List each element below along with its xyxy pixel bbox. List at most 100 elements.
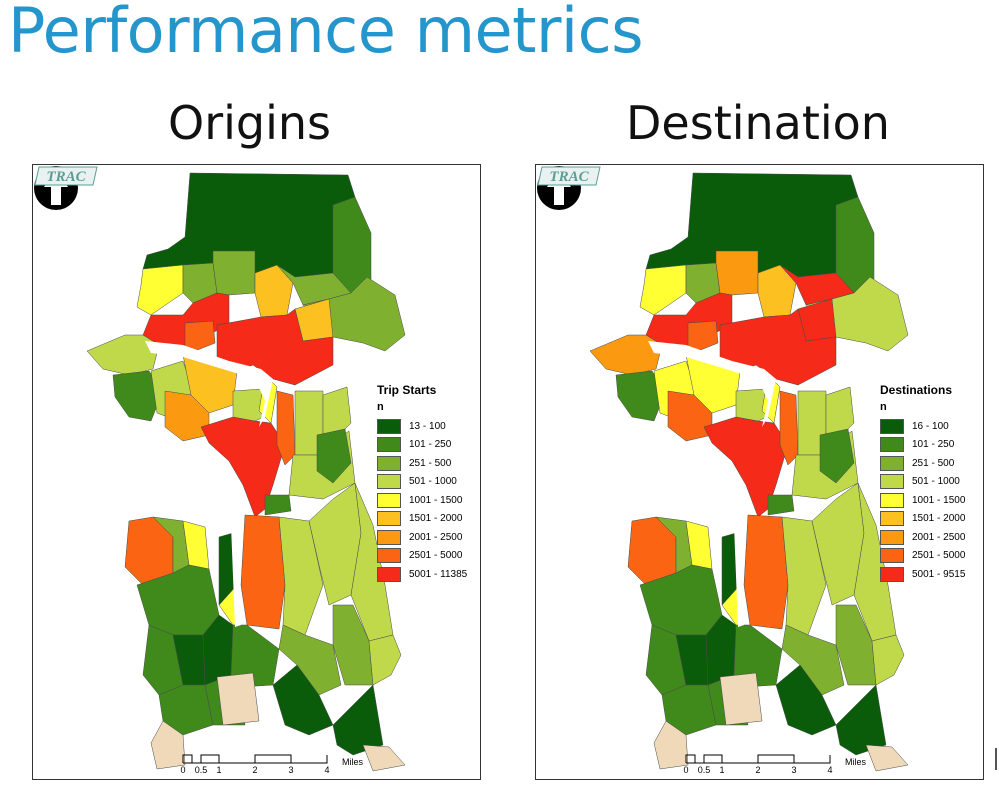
legend-swatch: [377, 418, 401, 434]
legend-swatch: [880, 566, 904, 582]
legend-item: 2001 - 2500: [377, 528, 467, 547]
legend-item: 16 - 100: [880, 417, 965, 436]
land-area: [865, 744, 909, 772]
legend-item: 2501 - 5000: [880, 547, 965, 566]
land-area: [150, 720, 186, 770]
legend-swatch: [880, 548, 904, 564]
waterway: [231, 521, 241, 627]
traffic-zone: [715, 250, 759, 296]
legend-item: 2501 - 5000: [377, 547, 467, 566]
traffic-zone: [639, 264, 687, 316]
scale-unit: Miles: [845, 757, 867, 767]
legend-title: Destinations: [880, 383, 953, 397]
legend-item: 1501 - 2000: [377, 510, 467, 529]
legend-item: 13 - 100: [377, 417, 467, 436]
legend-swatch: [880, 437, 904, 453]
destination-legend: Destinations n 16 - 100 101 - 250 251 - …: [880, 383, 965, 584]
legend-swatch: [880, 455, 904, 471]
traffic-zone: [589, 334, 663, 376]
legend-label: 1001 - 1500: [409, 494, 463, 506]
legend-label: 16 - 100: [912, 420, 949, 432]
origins-map: TRAC Trip Starts n 13 - 100 101 - 250 25…: [32, 164, 481, 780]
origins-panel-title: Origins: [168, 96, 331, 150]
traffic-zone: [316, 428, 352, 484]
scale-tick: 2: [252, 765, 258, 775]
legend-label: 501 - 1000: [409, 476, 457, 488]
legend-subtitle: n: [377, 401, 384, 413]
legend-item: 501 - 1000: [880, 473, 965, 492]
legend-swatch: [377, 492, 401, 508]
scale-tick: 0: [180, 765, 186, 775]
traffic-zone: [332, 684, 384, 756]
legend-swatch: [377, 437, 401, 453]
svg-text:TRAC: TRAC: [46, 169, 86, 185]
waterway: [145, 341, 273, 427]
legend-label: 2501 - 5000: [409, 550, 463, 562]
land-area: [216, 672, 260, 726]
legend-swatch: [377, 566, 401, 582]
legend-rows: 16 - 100 101 - 250 251 - 500 501 - 1000 …: [880, 417, 965, 584]
traffic-zone: [767, 494, 795, 516]
legend-item: 5001 - 9515: [880, 565, 965, 584]
legend-label: 2001 - 2500: [912, 531, 966, 543]
scale-bar: 0 0.5 1 2 3 4 Miles: [178, 751, 388, 777]
traffic-zone: [112, 370, 164, 422]
legend-label: 251 - 500: [409, 457, 452, 469]
traffic-zone: [743, 514, 789, 630]
legend-swatch: [880, 511, 904, 527]
destination-map: TRAC Destinations n 16 - 100 101 - 250 2…: [535, 164, 984, 780]
traffic-zone: [184, 320, 216, 356]
legend-label: 101 - 250: [912, 439, 955, 451]
legend-item: 251 - 500: [880, 454, 965, 473]
origins-map-canvas: [86, 172, 406, 772]
legend-label: 13 - 100: [409, 420, 446, 432]
destination-panel-title: Destination: [626, 96, 890, 150]
trac-logo: TRAC: [34, 166, 98, 186]
waterway: [734, 521, 744, 627]
legend-label: 2501 - 5000: [912, 550, 966, 562]
legend-swatch: [880, 474, 904, 490]
legend-swatch: [377, 455, 401, 471]
legend-title: Trip Starts: [377, 383, 437, 397]
scale-bar-graphic: [182, 754, 328, 764]
legend-item: 101 - 250: [880, 436, 965, 455]
land-area: [362, 744, 406, 772]
traffic-zone: [86, 334, 160, 376]
traffic-zone: [240, 514, 286, 630]
traffic-zone: [819, 428, 855, 484]
legend-swatch: [377, 511, 401, 527]
legend-item: 2001 - 2500: [880, 528, 965, 547]
legend-label: 251 - 500: [912, 457, 955, 469]
legend-label: 1501 - 2000: [912, 513, 966, 525]
scale-tick: 1: [719, 765, 725, 775]
svg-text:TRAC: TRAC: [549, 169, 589, 185]
scale-tick: 0: [683, 765, 689, 775]
legend-item: 1001 - 1500: [377, 491, 467, 510]
traffic-zone: [779, 390, 799, 466]
traffic-zone: [278, 624, 342, 696]
traffic-zone: [835, 684, 887, 756]
legend-label: 5001 - 11385: [409, 568, 468, 580]
traffic-zone: [687, 320, 719, 356]
scale-tick: 4: [324, 765, 330, 775]
destination-map-canvas: [589, 172, 909, 772]
legend-label: 2001 - 2500: [409, 531, 463, 543]
origins-legend: Trip Starts n 13 - 100 101 - 250 251 - 5…: [377, 383, 467, 584]
traffic-zone: [781, 624, 845, 696]
scale-tick: 1: [216, 765, 222, 775]
scale-tick: 0.5: [194, 765, 208, 775]
traffic-zone: [871, 634, 905, 686]
traffic-zone: [368, 634, 402, 686]
traffic-zone: [302, 276, 406, 352]
traffic-zone: [212, 250, 256, 296]
legend-item: 101 - 250: [377, 436, 467, 455]
trac-logo: TRAC: [537, 166, 601, 186]
scale-bar: 0 0.5 1 2 3 4 Miles: [681, 751, 891, 777]
legend-item: 1501 - 2000: [880, 510, 965, 529]
legend-swatch: [377, 474, 401, 490]
legend-item: 501 - 1000: [377, 473, 467, 492]
slide-title: Performance metrics: [8, 0, 644, 67]
legend-label: 5001 - 9515: [912, 568, 966, 580]
legend-swatch: [377, 548, 401, 564]
land-area: [719, 672, 763, 726]
